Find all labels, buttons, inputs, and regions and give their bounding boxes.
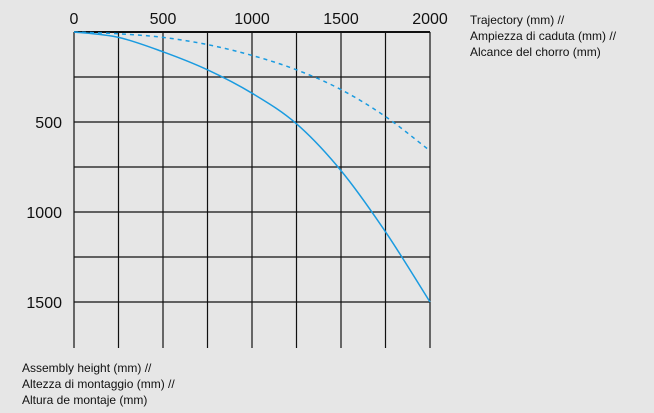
series-line-dashed: [73, 31, 431, 152]
x-tick-label-4: 2000: [412, 11, 448, 28]
series-line-solid: [73, 31, 431, 303]
x-axis-label-line-1: Trajectory (mm) //: [470, 13, 565, 27]
y-tick-label-1: 1000: [26, 205, 62, 222]
series-lines: [73, 31, 431, 303]
x-axis-label-line-2: Ampiezza di caduta (mm) //: [470, 29, 617, 43]
y-axis-label-line-1: Assembly height (mm) //: [22, 361, 152, 375]
x-tick-label-3: 1500: [323, 11, 359, 28]
x-tick-labels: 0 500 1000 1500 2000: [70, 11, 448, 28]
y-tick-label-0: 500: [35, 115, 62, 132]
y-axis-label-line-3: Altura de montaje (mm): [22, 393, 148, 407]
y-axis-label-line-2: Altezza di montaggio (mm) //: [22, 377, 175, 391]
x-tick-label-2: 1000: [234, 11, 270, 28]
x-tick-label-1: 500: [150, 11, 177, 28]
x-tick-label-0: 0: [70, 11, 79, 28]
y-tick-label-2: 1500: [26, 295, 62, 312]
grid-lines: [73, 31, 431, 348]
y-tick-labels: 500 1000 1500: [26, 115, 62, 312]
x-axis-label-line-3: Alcance del chorro (mm): [470, 45, 601, 59]
x-axis-label: Trajectory (mm) // Ampiezza di caduta (m…: [470, 12, 616, 60]
y-axis-label: Assembly height (mm) // Altezza di monta…: [22, 360, 175, 408]
